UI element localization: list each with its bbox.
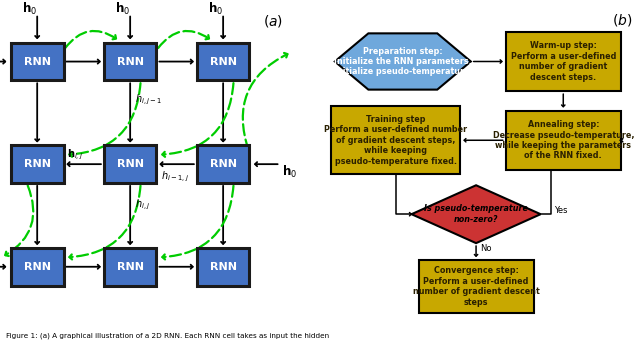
Text: $(b)$: $(b)$	[612, 12, 633, 28]
Text: Yes: Yes	[554, 207, 567, 215]
Text: RNN: RNN	[210, 262, 237, 272]
Text: $\mathbf{h}_0$: $\mathbf{h}_0$	[282, 164, 297, 180]
Text: RNN: RNN	[116, 56, 143, 67]
Text: Warm-up step:
Perform a user-defined
number of gradient
descent steps.: Warm-up step: Perform a user-defined num…	[511, 41, 616, 82]
Text: $\mathbf{h}_0$: $\mathbf{h}_0$	[115, 1, 130, 17]
Text: $\mathbf{h}_{i,j}$: $\mathbf{h}_{i,j}$	[67, 148, 83, 162]
FancyBboxPatch shape	[506, 110, 621, 170]
Text: Preparation step:
Initialize the RNN parameters.
Initialize pseudo-temperature.: Preparation step: Initialize the RNN par…	[333, 47, 472, 76]
Text: Convergence step:
Perform a user-defined
number of gradient descent
steps: Convergence step: Perform a user-defined…	[413, 266, 540, 307]
FancyBboxPatch shape	[11, 43, 63, 80]
Text: Training step
Perform a user-defined number
of gradient descent steps,
while kee: Training step Perform a user-defined num…	[324, 115, 467, 166]
Text: Figure 1: (a) A graphical illustration of a 2D RNN. Each RNN cell takes as input: Figure 1: (a) A graphical illustration o…	[6, 332, 330, 339]
FancyBboxPatch shape	[196, 43, 250, 80]
Text: RNN: RNN	[24, 262, 51, 272]
Text: Annealing step:
Decrease pseudo-temperature,
while keeping the parameters
of the: Annealing step: Decrease pseudo-temperat…	[493, 120, 634, 160]
FancyBboxPatch shape	[332, 106, 460, 174]
Polygon shape	[412, 185, 541, 243]
FancyBboxPatch shape	[11, 145, 63, 183]
FancyBboxPatch shape	[104, 248, 157, 286]
Text: RNN: RNN	[24, 159, 51, 169]
Text: RNN: RNN	[116, 262, 143, 272]
FancyBboxPatch shape	[419, 260, 534, 313]
Polygon shape	[335, 34, 471, 90]
Text: $h_{i-1,j}$: $h_{i-1,j}$	[161, 170, 189, 184]
Text: $(a)$: $(a)$	[262, 13, 283, 28]
FancyBboxPatch shape	[104, 145, 157, 183]
FancyBboxPatch shape	[196, 248, 250, 286]
FancyBboxPatch shape	[104, 43, 157, 80]
Text: RNN: RNN	[116, 159, 143, 169]
FancyBboxPatch shape	[506, 32, 621, 91]
Text: $h_{i,j-1}$: $h_{i,j-1}$	[135, 93, 163, 107]
Text: No: No	[480, 244, 492, 253]
Text: RNN: RNN	[210, 159, 237, 169]
FancyBboxPatch shape	[196, 145, 250, 183]
FancyBboxPatch shape	[11, 248, 63, 286]
Text: $\mathbf{h}_0$: $\mathbf{h}_0$	[22, 1, 37, 17]
Text: $h_{i,j}$: $h_{i,j}$	[135, 197, 150, 212]
Text: RNN: RNN	[24, 56, 51, 67]
Text: Is pseudo-temperature
non-zero?: Is pseudo-temperature non-zero?	[424, 205, 528, 224]
Text: RNN: RNN	[210, 56, 237, 67]
Text: $\mathbf{h}_0$: $\mathbf{h}_0$	[207, 1, 223, 17]
